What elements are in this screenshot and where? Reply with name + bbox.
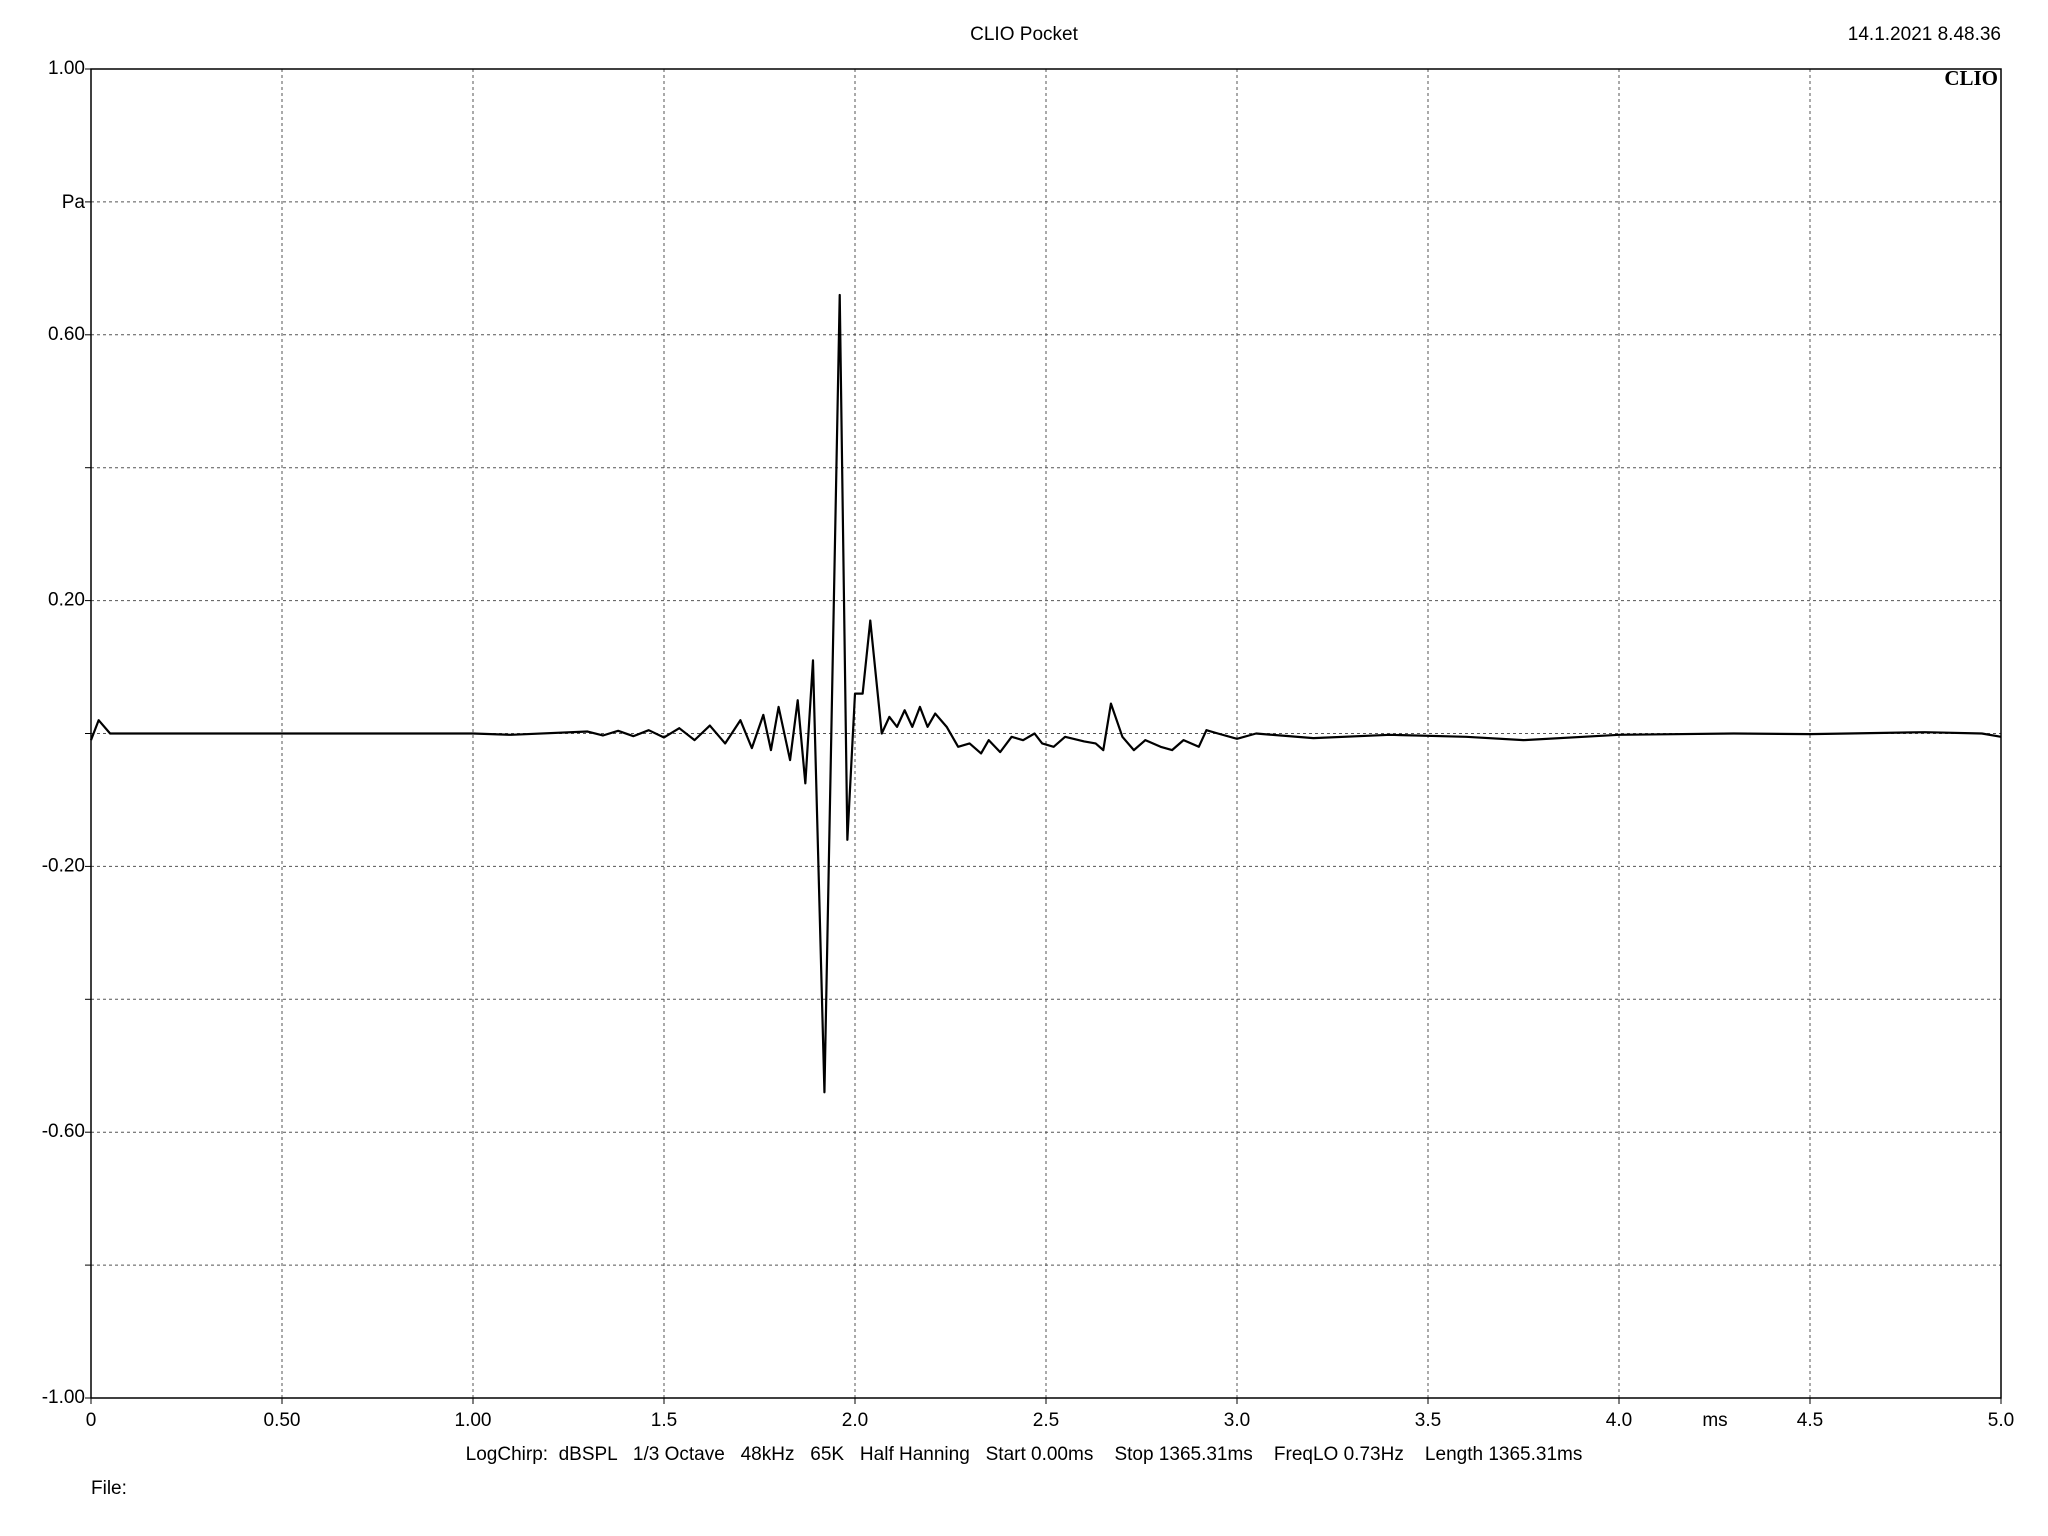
x-tick-label: 2.0 (842, 1410, 868, 1431)
logo: CLIO (1944, 66, 1998, 90)
y-axis-label: Pa (62, 192, 86, 213)
x-tick-label: 1.5 (651, 1410, 677, 1431)
y-tick-label: 0.60 (48, 324, 85, 345)
y-tick-label: -0.20 (42, 855, 85, 876)
x-tick-label: 2.5 (1033, 1410, 1059, 1431)
date: 14.1.2021 8.48.36 (1848, 24, 2001, 45)
x-tick-label: 1.00 (455, 1410, 492, 1431)
x-tick-label: 4.5 (1797, 1410, 1823, 1431)
x-tick-label: 4.0 (1606, 1410, 1632, 1431)
x-tick-label: 3.5 (1415, 1410, 1441, 1431)
x-axis-label: ms (1702, 1410, 1727, 1431)
x-tick-label: 0.50 (264, 1410, 301, 1431)
x-tick-label: 3.0 (1224, 1410, 1250, 1431)
footer: LogChirp: dBSPL 1/3 Octave 48kHz 65K Hal… (466, 1444, 1583, 1465)
y-tick-label: -1.00 (42, 1387, 85, 1408)
chart-title: CLIO Pocket (970, 24, 1078, 45)
x-tick-label: 0 (86, 1410, 97, 1431)
y-tick-label: 1.00 (48, 58, 85, 79)
waveform (89, 293, 2002, 1094)
plot-frame (90, 68, 2002, 1399)
y-tick-label: -0.60 (42, 1121, 85, 1142)
y-tick-label: 0.20 (48, 590, 85, 611)
x-tick-label: 5.0 (1988, 1410, 2014, 1431)
file-label: File: (91, 1478, 127, 1499)
